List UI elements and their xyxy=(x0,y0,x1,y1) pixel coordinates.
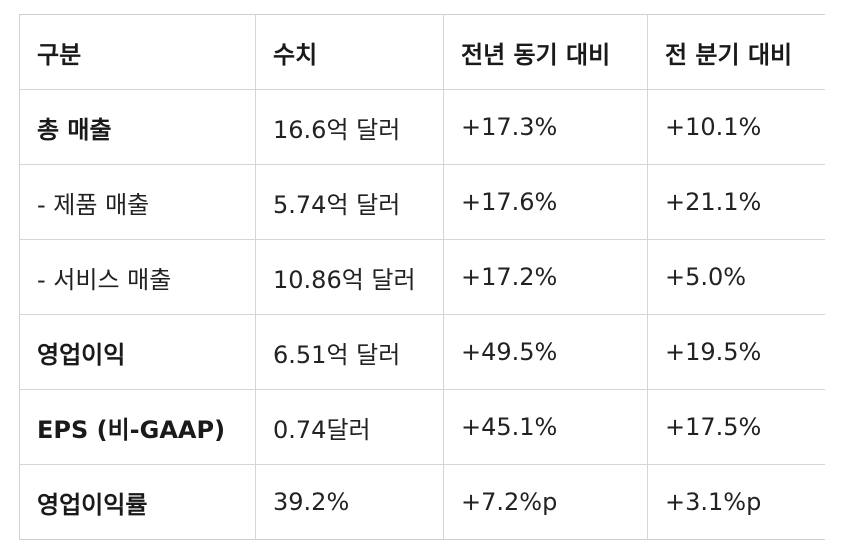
table-header-row: 구분 수치 전년 동기 대비 전 분기 대비 xyxy=(19,14,825,90)
row-yoy: +17.3% xyxy=(443,89,648,165)
table-row: 총 매출 16.6억 달러 +17.3% +10.1% xyxy=(19,89,825,165)
table-row: 영업이익률 39.2% +7.2%p +3.1%p xyxy=(19,464,825,540)
row-label: EPS (비-GAAP) xyxy=(19,389,256,465)
row-qoq: +21.1% xyxy=(647,164,825,240)
table-row: 영업이익 6.51억 달러 +49.5% +19.5% xyxy=(19,314,825,390)
header-category: 구분 xyxy=(19,14,256,90)
table-row: EPS (비-GAAP) 0.74달러 +45.1% +17.5% xyxy=(19,389,825,465)
row-qoq: +19.5% xyxy=(647,314,825,390)
row-value: 16.6억 달러 xyxy=(255,89,444,165)
row-value: 39.2% xyxy=(255,464,444,540)
row-value: 6.51억 달러 xyxy=(255,314,444,390)
row-qoq: +17.5% xyxy=(647,389,825,465)
financial-summary-table: 구분 수치 전년 동기 대비 전 분기 대비 총 매출 16.6억 달러 +17… xyxy=(19,14,825,540)
header-yoy: 전년 동기 대비 xyxy=(443,14,648,90)
row-qoq: +5.0% xyxy=(647,239,825,315)
row-label: 총 매출 xyxy=(19,89,256,165)
table-row: - 제품 매출 5.74억 달러 +17.6% +21.1% xyxy=(19,164,825,240)
header-qoq: 전 분기 대비 xyxy=(647,14,825,90)
row-yoy: +7.2%p xyxy=(443,464,648,540)
row-label: 영업이익률 xyxy=(19,464,256,540)
table-row: - 서비스 매출 10.86억 달러 +17.2% +5.0% xyxy=(19,239,825,315)
row-yoy: +17.2% xyxy=(443,239,648,315)
row-label: - 서비스 매출 xyxy=(19,239,256,315)
header-value: 수치 xyxy=(255,14,444,90)
row-yoy: +49.5% xyxy=(443,314,648,390)
row-label: 영업이익 xyxy=(19,314,256,390)
row-yoy: +45.1% xyxy=(443,389,648,465)
row-value: 5.74억 달러 xyxy=(255,164,444,240)
row-yoy: +17.6% xyxy=(443,164,648,240)
row-label: - 제품 매출 xyxy=(19,164,256,240)
row-qoq: +3.1%p xyxy=(647,464,825,540)
row-qoq: +10.1% xyxy=(647,89,825,165)
row-value: 0.74달러 xyxy=(255,389,444,465)
row-value: 10.86억 달러 xyxy=(255,239,444,315)
